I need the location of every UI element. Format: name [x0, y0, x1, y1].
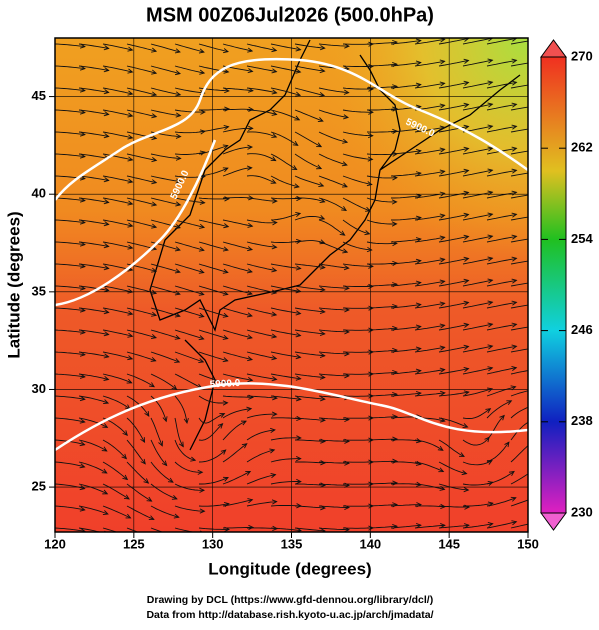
- colorbar-tick-label: 246: [571, 322, 593, 337]
- streamline-arrow: [536, 38, 541, 42]
- streamline-arrow: [536, 192, 541, 196]
- streamline-arrow: [536, 126, 541, 130]
- x-tick-label: 145: [438, 536, 460, 551]
- streamline-arrow: [536, 302, 541, 306]
- colorbar-tick-label: 230: [571, 504, 593, 519]
- streamline-arrow: [536, 214, 541, 218]
- streamline-arrow: [536, 258, 541, 262]
- colorbar-extend-bottom: [541, 513, 566, 530]
- credit: Drawing by DCL (https://www.gfd-dennou.o…: [147, 594, 433, 606]
- x-axis-label: Longitude (degrees): [208, 559, 371, 578]
- streamline-arrow: [528, 442, 533, 446]
- streamline-arrow: [536, 236, 541, 240]
- credit: Data from http://database.rish.kyoto-u.a…: [146, 609, 433, 621]
- streamline-arrow: [536, 324, 541, 328]
- streamline-arrow: [534, 496, 539, 500]
- streamline-arrow: [150, 535, 155, 539]
- y-tick-label: 45: [32, 88, 46, 103]
- streamline-arrow: [536, 104, 541, 108]
- x-tick-label: 135: [281, 536, 303, 551]
- colorbar-tick-label: 262: [571, 140, 593, 155]
- colorbar-tick-label: 254: [571, 231, 593, 246]
- streamline-arrow: [536, 367, 541, 371]
- streamline-arrow: [532, 469, 537, 473]
- colorbar-extend-top: [541, 40, 566, 57]
- streamline-arrow: [536, 148, 541, 152]
- x-tick-label: 130: [202, 536, 224, 551]
- colorbar-tick-label: 270: [571, 48, 593, 63]
- streamline-arrow: [536, 170, 541, 174]
- colorbar-tick-label: 238: [571, 413, 593, 428]
- streamline-arrow: [536, 345, 541, 349]
- streamline-arrow: [536, 280, 541, 284]
- streamline-arrow: [532, 403, 537, 407]
- x-tick-label: 125: [123, 536, 145, 551]
- streamline-arrow: [536, 82, 541, 86]
- y-tick-label: 25: [32, 479, 46, 494]
- title: MSM 00Z06Jul2026 (500.0hPa): [146, 4, 434, 26]
- x-tick-label: 120: [44, 536, 66, 551]
- streamline-arrow: [175, 534, 180, 538]
- y-axis-label: Latitude (degrees): [4, 211, 23, 358]
- contour-label: 5900.0: [209, 378, 241, 391]
- x-tick-label: 150: [517, 536, 539, 551]
- y-tick-label: 35: [32, 283, 46, 298]
- y-tick-label: 30: [32, 381, 46, 396]
- streamline-arrow: [535, 387, 540, 391]
- colorbar-body: [541, 57, 566, 513]
- map-field: [55, 37, 541, 539]
- y-tick-label: 40: [32, 186, 46, 201]
- streamline-arrow: [535, 520, 540, 524]
- streamline-arrow: [536, 60, 541, 64]
- x-tick-label: 140: [359, 536, 381, 551]
- colorbar: 230 238 246 254 262 270: [541, 40, 593, 530]
